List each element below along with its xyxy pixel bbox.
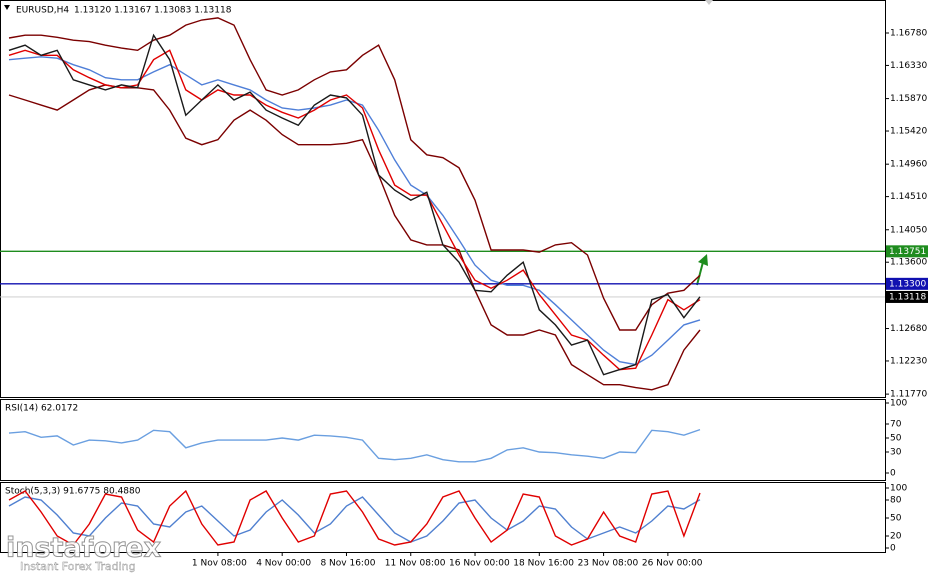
ohlc-values: 1.13120 1.13167 1.13083 1.13118 (74, 6, 232, 16)
scroll-marker (705, 0, 713, 5)
y-tick-label: 1.15870 (890, 94, 927, 104)
y-tick-label: 70 (890, 420, 902, 430)
watermark-tagline: Instant Forex Trading (20, 560, 136, 573)
y-tick-label: 1.12230 (890, 356, 927, 366)
y-tick-label: 1.11770 (890, 390, 927, 400)
y-tick-label: 0 (890, 544, 896, 554)
y-tick-label: 20 (890, 532, 902, 542)
y-tick-label: 1.16780 (890, 28, 927, 38)
plot: 1.16780 1.16330 1.15870 1.15420 1.14960 1.145… (0, 17, 928, 569)
x-tick-label: 4 Nov 00:00 (256, 559, 311, 569)
rsi-panel (0, 399, 886, 481)
series-line (8, 428, 701, 463)
level-label: 1.13300 (889, 279, 926, 289)
x-tick-label: 11 Nov 08:00 (385, 559, 446, 569)
y-tick-label: 0 (890, 469, 896, 479)
y-tick-label: 1.14960 (890, 160, 927, 170)
y-tick-label: 1.16330 (890, 61, 927, 71)
y-tick-label: 30 (890, 448, 902, 458)
y-tick-label: 1.14510 (890, 192, 927, 202)
x-tick-label: 16 Nov 00:00 (449, 559, 510, 569)
y-tick-label: 50 (890, 514, 902, 524)
y-tick-label: 50 (890, 434, 902, 444)
series-line (8, 56, 701, 366)
series-line (8, 489, 701, 546)
x-tick-label: 1 Nov 08:00 (192, 559, 247, 569)
indicator-title: Stoch(5,3,3) 91.6775 80.4880 (5, 487, 141, 497)
y-tick-label: 1.12680 (890, 324, 927, 334)
watermark-brand: instaforex (6, 533, 161, 564)
level-label: 1.13751 (889, 247, 926, 257)
main-panel (0, 0, 886, 398)
indicator-title: RSI(14) 62.0172 (5, 404, 78, 414)
x-tick-label: 8 Nov 16:00 (320, 559, 375, 569)
level-label-box (886, 245, 928, 258)
series-line (8, 49, 701, 371)
level-label-box (886, 277, 928, 290)
symbol-icon (4, 5, 10, 10)
y-tick-label: 1.15420 (890, 127, 927, 137)
x-tick-label: 18 Nov 16:00 (513, 559, 574, 569)
last-price-box (886, 290, 928, 303)
y-tick-label: 1.13600 (890, 258, 927, 268)
y-tick-label: 80 (890, 496, 902, 506)
y-tick-label: 100 (890, 399, 907, 409)
y-tick-label: 1.14050 (890, 225, 927, 235)
last-price-label: 1.13118 (889, 292, 926, 302)
forecast-arrowhead (698, 254, 708, 266)
forecast-arrow (696, 261, 704, 286)
series-line (8, 17, 701, 331)
y-tick-label: 100 (890, 484, 907, 494)
series-line (8, 33, 701, 376)
x-tick-label: 26 Nov 00:00 (642, 559, 703, 569)
x-tick-label: 23 Nov 08:00 (578, 559, 639, 569)
symbol-title: EURUSD,H4 (16, 6, 69, 16)
